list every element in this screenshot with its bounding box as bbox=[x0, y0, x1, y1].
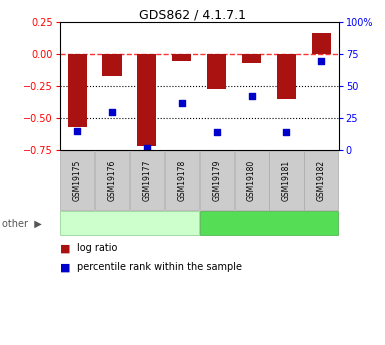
Bar bbox=[207, 54, 226, 89]
Text: GSM19178: GSM19178 bbox=[177, 160, 186, 201]
Text: GSM19181: GSM19181 bbox=[282, 160, 291, 201]
Bar bbox=[67, 54, 87, 127]
Point bbox=[74, 128, 80, 134]
Point bbox=[248, 94, 254, 99]
Text: female: female bbox=[111, 218, 147, 228]
Point bbox=[109, 109, 115, 115]
Bar bbox=[312, 33, 331, 54]
Bar bbox=[172, 54, 191, 61]
Text: GDS862 / 4.1.7.1: GDS862 / 4.1.7.1 bbox=[139, 9, 246, 22]
Text: ■: ■ bbox=[60, 262, 70, 272]
Point bbox=[318, 58, 325, 63]
Point bbox=[283, 129, 290, 135]
Text: log ratio: log ratio bbox=[77, 243, 117, 253]
Text: other  ▶: other ▶ bbox=[2, 218, 42, 228]
Bar bbox=[277, 54, 296, 99]
Text: ■: ■ bbox=[60, 243, 70, 253]
Text: GSM19179: GSM19179 bbox=[212, 160, 221, 201]
Text: GSM19180: GSM19180 bbox=[247, 160, 256, 201]
Text: GH-treated male: GH-treated male bbox=[226, 218, 313, 228]
Text: GSM19177: GSM19177 bbox=[142, 160, 151, 201]
Point bbox=[144, 145, 150, 150]
Text: GSM19182: GSM19182 bbox=[317, 160, 326, 201]
Bar bbox=[102, 54, 122, 76]
Bar bbox=[137, 54, 156, 146]
Point bbox=[214, 129, 220, 135]
Text: percentile rank within the sample: percentile rank within the sample bbox=[77, 262, 242, 272]
Bar bbox=[242, 54, 261, 63]
Text: GSM19176: GSM19176 bbox=[107, 160, 117, 201]
Point bbox=[179, 100, 185, 106]
Text: GSM19175: GSM19175 bbox=[73, 160, 82, 201]
